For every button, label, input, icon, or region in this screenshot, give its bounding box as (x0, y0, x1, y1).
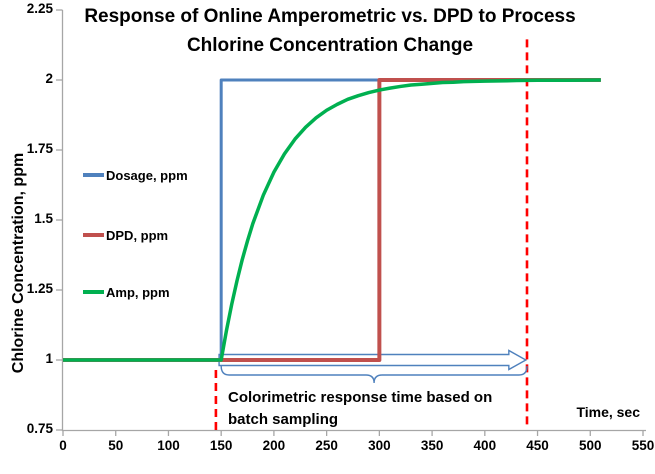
x-axis-title: Time, sec (576, 404, 640, 420)
legend-swatch (83, 173, 104, 177)
x-tick-label: 100 (157, 438, 180, 453)
y-tick-label: 1 (45, 351, 53, 366)
y-tick-label: 0.75 (26, 421, 53, 436)
legend-label: DPD, ppm (106, 227, 169, 243)
annotation-callout: Colorimetric response time based on batc… (228, 387, 492, 431)
x-tick-label: 500 (579, 438, 602, 453)
legend-label: Amp, ppm (106, 284, 170, 300)
x-tick-label: 50 (108, 438, 124, 453)
legend-item-dpd: DPD, ppm (83, 227, 168, 243)
legend-label: Dosage, ppm (106, 167, 188, 183)
annotation-line2: batch sampling (228, 411, 339, 428)
x-tick-label: 300 (368, 438, 391, 453)
x-tick-label: 350 (420, 438, 444, 453)
chart-title: Response of Online Amperometric vs. DPD … (35, 2, 625, 60)
legend-item-amp: Amp, ppm (83, 284, 170, 300)
y-tick-label: 1.75 (26, 141, 53, 156)
legend-item-dosage: Dosage, ppm (83, 167, 188, 183)
dpd-line (63, 78, 601, 362)
dosage-line (63, 78, 601, 362)
amp-line (63, 78, 601, 362)
x-tick-label: 150 (209, 438, 233, 453)
x-tick-label: 550 (631, 438, 655, 453)
y-tick-label: 2 (45, 71, 53, 86)
x-tick-label: 200 (262, 438, 286, 453)
x-tick-label: 400 (473, 438, 497, 453)
annotation-line1: Colorimetric response time based on (228, 389, 493, 406)
legend-swatch (83, 290, 104, 294)
axis-lines (61, 10, 646, 432)
y-tick-label: 2.25 (26, 1, 53, 16)
y-axis-title: Chlorine Concentration, ppm (10, 152, 27, 374)
y-tick-label: 1.5 (34, 211, 53, 226)
x-tick-label: 450 (526, 438, 549, 453)
chart-title-line1: Response of Online Amperometric vs. DPD … (84, 6, 576, 27)
x-tick-label: 250 (315, 438, 338, 453)
chart-title-line2: Chlorine Concentration Change (186, 35, 474, 56)
legend-swatch (83, 233, 104, 237)
y-tick-label: 1.25 (26, 281, 53, 296)
brace (220, 365, 528, 384)
x-tick-label: 0 (59, 438, 67, 453)
